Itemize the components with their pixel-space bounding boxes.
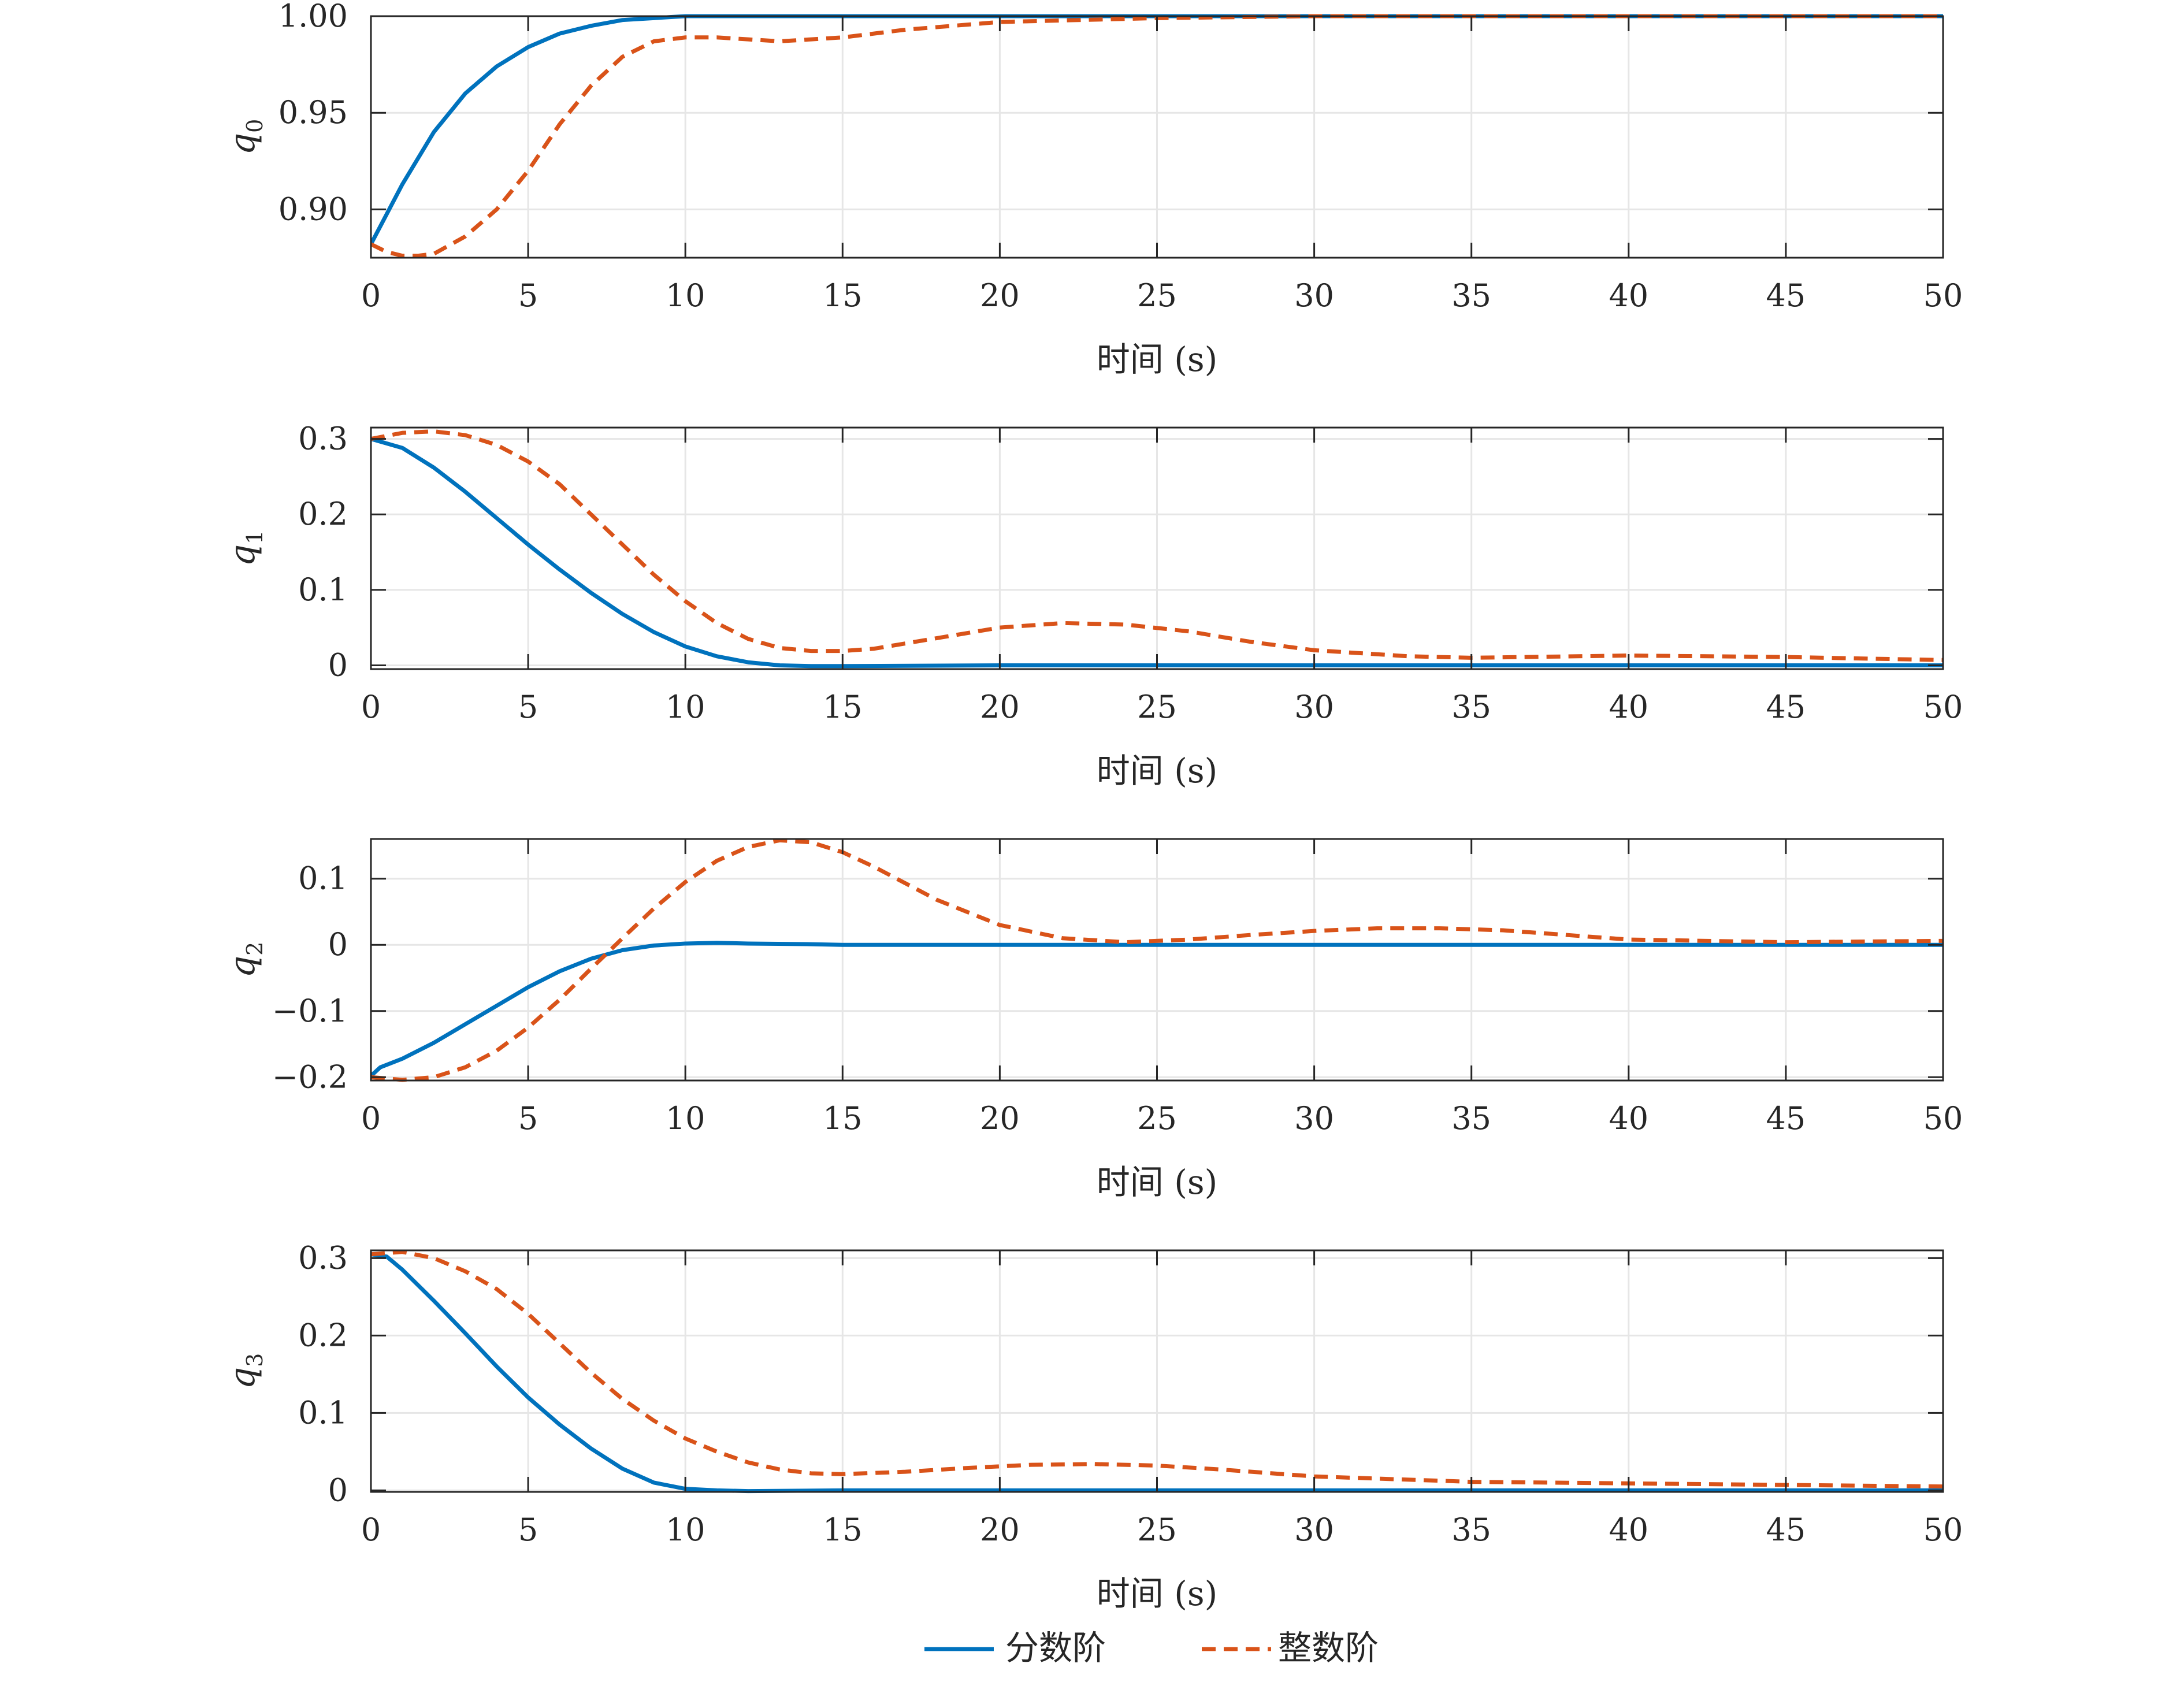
x-tick-label: 45 [1766, 1512, 1806, 1548]
x-axis-title: 时间 (s) [1097, 1574, 1217, 1613]
y-tick-label: 0.2 [298, 1317, 348, 1353]
x-tick-label: 50 [1923, 1100, 1963, 1137]
x-tick-label: 50 [1923, 689, 1963, 725]
x-tick-label: 30 [1294, 1100, 1334, 1137]
x-tick-label: 25 [1137, 277, 1177, 314]
x-tick-label: 35 [1451, 689, 1491, 725]
x-tick-label: 15 [823, 1512, 863, 1548]
x-tick-label: 30 [1294, 277, 1334, 314]
legend-label-integer: 整数阶 [1278, 1628, 1379, 1668]
x-tick-label: 10 [666, 689, 705, 725]
x-tick-label: 5 [518, 277, 538, 314]
y-tick-label: 0 [328, 647, 348, 683]
legend-label-fractional: 分数阶 [1005, 1628, 1106, 1668]
x-tick-label: 25 [1137, 1100, 1177, 1137]
y-tick-label: 0.3 [298, 1239, 348, 1276]
x-tick-label: 25 [1137, 689, 1177, 725]
x-tick-label: 0 [361, 1512, 381, 1548]
x-tick-label: 5 [518, 1512, 538, 1548]
x-tick-label: 40 [1609, 1100, 1648, 1137]
y-axis-title-symbol: q [222, 1367, 263, 1389]
y-tick-label: 0.1 [298, 860, 348, 897]
x-tick-label: 15 [823, 1100, 863, 1137]
y-tick-label: −0.1 [272, 993, 348, 1029]
series-line-integer-order [371, 838, 1943, 1082]
y-tick-label: 0 [328, 1472, 348, 1508]
y-tick-label: 0 [328, 926, 348, 963]
x-tick-label: 40 [1609, 1512, 1648, 1548]
series-line-integer-order [371, 429, 1943, 662]
y-tick-label: −0.2 [272, 1059, 348, 1095]
series-line-fractional-order [371, 437, 1943, 669]
x-tick-label: 50 [1923, 1512, 1963, 1548]
x-tick-label: 20 [980, 689, 1020, 725]
x-tick-label: 5 [518, 1100, 538, 1137]
x-axis-title: 时间 (s) [1097, 1163, 1217, 1202]
x-tick-label: 5 [518, 689, 538, 725]
y-axis-title-symbol: q [222, 956, 263, 978]
x-tick-label: 30 [1294, 1512, 1334, 1548]
x-tick-label: 20 [980, 1512, 1020, 1548]
x-tick-label: 10 [666, 1512, 705, 1548]
x-tick-label: 0 [361, 1100, 381, 1137]
y-axis-title-symbol: q [222, 544, 263, 566]
y-axis-title: q3 [222, 1353, 268, 1390]
subplot-1: 0 5 10 15 20 25 30 35 40 45 50 0 0.1 0.2 0.3 时间 (s) q1 [222, 421, 1963, 790]
x-tick-label: 40 [1609, 277, 1648, 314]
x-tick-label: 20 [980, 1100, 1020, 1137]
y-tick-label: 0.2 [298, 496, 348, 532]
x-tick-label: 30 [1294, 689, 1334, 725]
x-tick-label: 0 [361, 689, 381, 725]
series-line-fractional-order [371, 941, 1943, 1078]
x-tick-label: 45 [1766, 689, 1806, 725]
x-tick-label: 10 [666, 277, 705, 314]
y-axis-title: q0 [222, 119, 268, 155]
y-tick-label: 1.00 [278, 0, 348, 34]
x-axis-title: 时间 (s) [1097, 340, 1217, 379]
x-axis-title: 时间 (s) [1097, 751, 1217, 790]
x-tick-label: 25 [1137, 1512, 1177, 1548]
legend: 分数阶 整数阶 [924, 1628, 1379, 1668]
x-tick-label: 45 [1766, 1100, 1806, 1137]
y-axis-title-subscript: 3 [242, 1353, 268, 1367]
subplot-3: 0 5 10 15 20 25 30 35 40 45 50 0 0.1 0.2 0.3 时间 (s) q3 [222, 1239, 1963, 1613]
x-tick-label: 0 [361, 277, 381, 314]
y-axis-title-symbol: q [222, 133, 263, 155]
y-tick-label: 0.90 [278, 191, 348, 227]
x-tick-label: 35 [1451, 1512, 1491, 1548]
y-tick-label: 0.3 [298, 421, 348, 457]
subplot-2: 0 5 10 15 20 25 30 35 40 45 50 −0.2 −0.1 0 0.1 时间 (s) q2 [222, 838, 1963, 1202]
x-tick-label: 45 [1766, 277, 1806, 314]
y-axis-title-subscript: 0 [242, 119, 268, 133]
series-line-integer-order [371, 1250, 1943, 1489]
x-tick-label: 10 [666, 1100, 705, 1137]
y-axis-title: q1 [222, 530, 268, 567]
y-tick-label: 0.1 [298, 571, 348, 608]
x-tick-label: 15 [823, 689, 863, 725]
y-axis-title: q2 [222, 942, 268, 978]
x-tick-label: 50 [1923, 277, 1963, 314]
x-tick-label: 15 [823, 277, 863, 314]
x-tick-label: 35 [1451, 277, 1491, 314]
x-tick-label: 20 [980, 277, 1020, 314]
y-tick-label: 0.95 [278, 94, 348, 131]
y-tick-label: 0.1 [298, 1394, 348, 1431]
y-axis-title-subscript: 2 [242, 942, 268, 956]
x-tick-label: 35 [1451, 1100, 1491, 1137]
x-tick-label: 40 [1609, 689, 1648, 725]
y-axis-title-subscript: 1 [242, 530, 268, 544]
